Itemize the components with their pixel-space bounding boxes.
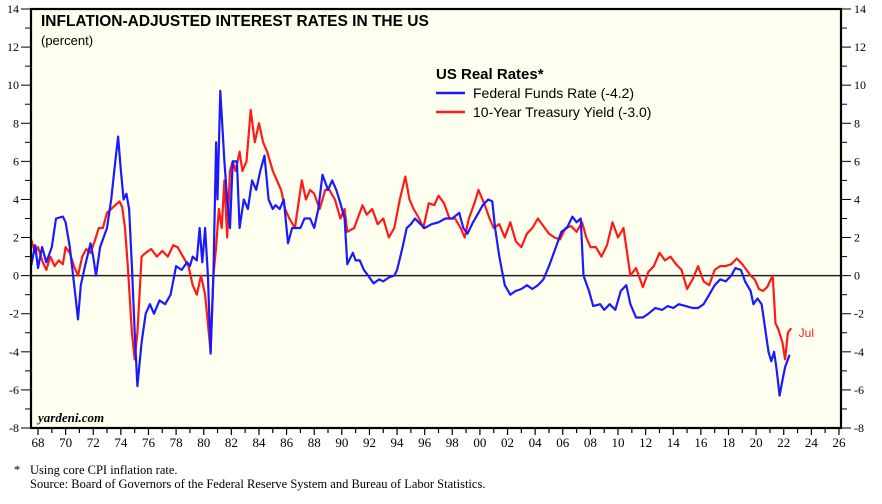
footnote-1: * Using core CPI inflation rate. <box>14 463 178 478</box>
series-line-fed-funds <box>30 89 791 397</box>
legend-label-fed-funds: Federal Funds Rate (-4.2) <box>473 85 634 101</box>
footnote-marker: * <box>14 463 21 477</box>
y-tick-label-left: 10 <box>7 78 19 92</box>
x-tick-label: 12 <box>639 435 652 450</box>
plot-background <box>31 9 841 428</box>
y-tick-label-right: 14 <box>854 2 866 16</box>
x-tick-label: 90 <box>335 435 348 450</box>
y-tick-label-left: -8 <box>9 421 19 435</box>
y-axis-left: 14 12 10 8 6 4 2 0 -2 -4 -6 -8 <box>7 2 31 435</box>
y-tick-label-left: 2 <box>13 231 19 245</box>
legend-title: US Real Rates* <box>436 66 544 83</box>
y-tick-label-left: 6 <box>13 154 19 168</box>
y-tick-label-left: 0 <box>13 269 19 283</box>
x-tick-label: 18 <box>722 435 735 450</box>
footnote-2: Source: Board of Governors of the Federa… <box>14 477 485 492</box>
x-tick-label: 94 <box>391 435 405 450</box>
y-tick-label-left: 8 <box>13 116 19 130</box>
footnote-line-1: Using core CPI inflation rate. <box>30 463 178 477</box>
x-tick-label: 86 <box>280 435 294 450</box>
y-tick-label-right: 2 <box>854 231 860 245</box>
x-tick-label: 68 <box>32 435 45 450</box>
x-axis: 68 70 72 74 76 78 80 82 84 86 88 90 92 94 96 98 00 02 04 06… <box>32 428 846 450</box>
y-tick-label-right: -2 <box>854 307 864 321</box>
x-tick-label: 70 <box>59 435 72 450</box>
y-tick-label-right: 8 <box>854 116 860 130</box>
x-tick-label: 22 <box>777 435 790 450</box>
x-tick-label: 10 <box>612 435 625 450</box>
x-tick-label: 84 <box>252 435 266 450</box>
series-layer <box>30 89 792 397</box>
x-tick-label: 00 <box>473 435 486 450</box>
y-tick-label-left: 12 <box>7 40 19 54</box>
x-tick-label: 88 <box>308 435 321 450</box>
x-tick-label: 16 <box>694 435 708 450</box>
x-tick-label: 98 <box>446 435 459 450</box>
x-tick-label: 24 <box>805 435 819 450</box>
y-tick-label-right: 10 <box>854 78 866 92</box>
x-tick-label: 74 <box>114 435 128 450</box>
x-tick-label: 08 <box>584 435 597 450</box>
y-tick-label-right: -4 <box>854 345 864 359</box>
jul-annotation: Jul <box>799 326 814 340</box>
y-tick-label-left: -6 <box>9 383 19 397</box>
x-tick-label: 78 <box>170 435 183 450</box>
plot-frame <box>29 7 843 430</box>
y-tick-label-left: 4 <box>13 192 19 206</box>
x-tick-label: 96 <box>418 435 432 450</box>
y-tick-label-right: 6 <box>854 154 860 168</box>
y-tick-label-left: 14 <box>7 2 19 16</box>
y-axis-right: 14 12 10 8 6 4 2 0 -2 -4 -6 -8 <box>841 2 866 435</box>
x-tick-label: 82 <box>225 435 238 450</box>
footnote-line-2: Source: Board of Governors of the Federa… <box>30 477 486 491</box>
yardeni-watermark: yardeni.com <box>36 410 104 425</box>
chart-subtitle: (percent) <box>41 33 93 48</box>
y-tick-label-right: 0 <box>854 269 860 283</box>
x-tick-label: 20 <box>750 435 763 450</box>
x-tick-label: 72 <box>87 435 100 450</box>
y-tick-label-right: 4 <box>854 192 860 206</box>
x-tick-label: 14 <box>667 435 681 450</box>
chart-title: INFLATION-ADJUSTED INTEREST RATES IN THE… <box>41 13 429 30</box>
y-tick-label-right: -8 <box>854 421 864 435</box>
legend-label-treasury: 10-Year Treasury Yield (-3.0) <box>473 104 651 120</box>
x-tick-label: 26 <box>832 435 846 450</box>
x-tick-label: 06 <box>556 435 570 450</box>
x-tick-label: 80 <box>197 435 210 450</box>
legend: US Real Rates* Federal Funds Rate (-4.2)… <box>436 66 651 120</box>
x-tick-label: 92 <box>363 435 376 450</box>
y-tick-label-right: 12 <box>854 40 866 54</box>
x-tick-label: 76 <box>142 435 156 450</box>
x-tick-label: 04 <box>529 435 543 450</box>
y-tick-label-right: -6 <box>854 383 864 397</box>
x-tick-label: 02 <box>501 435 514 450</box>
y-tick-label-left: -4 <box>9 345 19 359</box>
y-tick-label-left: -2 <box>9 307 19 321</box>
